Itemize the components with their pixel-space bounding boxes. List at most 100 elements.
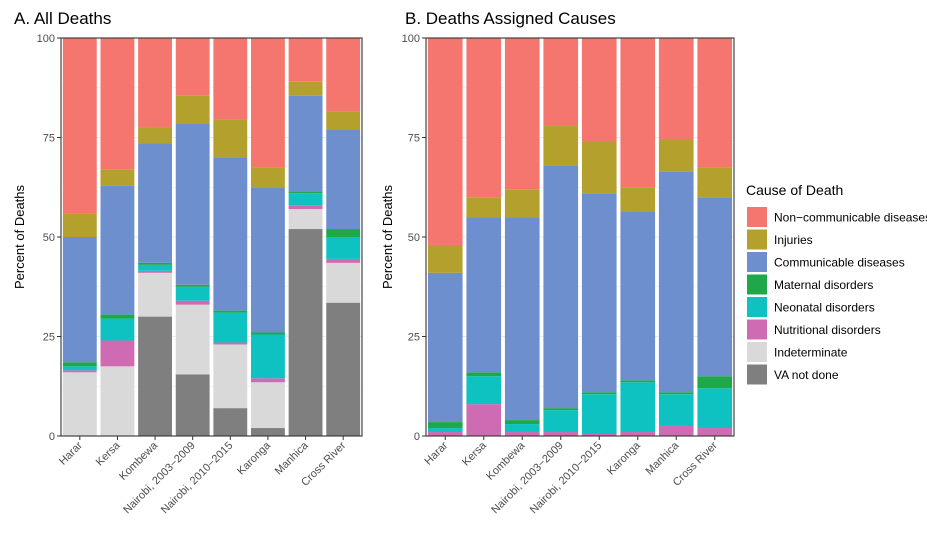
legend-label: VA not done [774,368,839,382]
bar-segment [504,189,540,218]
legend-item: VA not done [747,364,839,385]
bar-segment [697,376,733,389]
legend-item: Injuries [747,229,813,250]
legend-label: Non−communicable diseases [774,211,927,225]
bar-segment [251,428,285,436]
bar-segment [100,38,135,170]
bar-segment [213,344,248,409]
legend-title: Cause of Death [746,182,843,198]
bar-segment [326,237,361,259]
bar-segment [213,408,248,436]
bar-segment [581,392,617,395]
y-tick-label: 100 [37,33,55,45]
bar-segment [697,38,733,168]
bar-segment [697,197,733,377]
x-tick-label: Kersa [460,439,489,468]
bar-segment [326,302,361,436]
bar-segment [100,169,135,186]
bars [427,38,733,436]
legend-item: Non−communicable diseases [747,207,927,227]
bar-segment [581,394,617,435]
bar-segment [251,378,285,383]
bar-segment [658,394,694,427]
bar-segment [466,38,502,198]
bar-segment [504,420,540,425]
bar-segment [466,376,502,405]
legend-item: Indeterminate [747,342,848,362]
bar-segment [543,410,579,433]
bar-segment [620,382,656,433]
x-tick-label: Manhica [643,439,682,478]
legend-label: Injuries [774,233,813,247]
bar-segment [138,272,172,317]
legend-swatch [747,274,767,295]
bar-segment [138,143,172,263]
legend: Cause of Death Non−communicable diseases I… [746,182,927,385]
bar-segment [326,129,361,230]
bar-segment [658,139,694,172]
y-tick-label: 25 [408,332,420,344]
bar-segment [288,95,323,192]
bar-segment [620,380,656,383]
bars [62,38,361,436]
x-tick-label: Nairobi, 2003−2009 [489,440,566,517]
y-tick-label: 75 [43,133,55,145]
bar-segment [213,157,248,311]
bar-segment [62,237,97,363]
panel-title: A. All Deaths [14,9,111,28]
bar-segment [175,38,210,96]
bar-segment [543,38,579,126]
bar-segment [251,167,285,188]
bar-segment [138,38,172,128]
bar-segment [62,213,97,237]
legend-swatch [747,342,767,362]
bar-segment [504,38,540,190]
bar-segment [466,404,502,436]
bar-segment [658,171,694,393]
y-tick-label: 75 [408,133,420,145]
bar-segment [427,272,463,423]
bar-segment [213,342,248,345]
bar-segment [620,432,656,436]
bar-segment [658,38,694,140]
bar-segment [138,270,172,273]
legend-swatch [747,364,767,385]
bar-segment [62,370,97,373]
bar-segment [581,193,617,393]
legend-label: Indeterminate [774,346,848,360]
x-tick-label: Harar [57,439,85,467]
bar-segment [251,334,285,379]
bar-segment [581,141,617,194]
bar-segment [100,314,135,319]
bar-segment [62,372,97,436]
legend-item: Nutritional disorders [747,319,881,340]
bar-segment [658,426,694,436]
bar-segment [543,165,579,409]
bar-segment [175,300,210,305]
legend-label: Communicable diseases [774,256,905,270]
x-tick-label: Nairobi, 2010−2015 [159,440,236,517]
bar-segment [427,428,463,433]
bar-segment [251,382,285,429]
bar-segment [543,125,579,166]
y-tick-label: 0 [414,431,420,443]
y-tick-label: 25 [43,332,55,344]
bar-segment [251,38,285,168]
bar-segment [620,38,656,188]
bar-segment [288,38,323,82]
bar-segment [288,229,323,436]
bar-segment [288,81,323,96]
bar-segment [697,388,733,429]
bar-segment [100,318,135,341]
bar-segment [466,217,502,373]
bar-segment [504,217,540,421]
bar-segment [213,310,248,313]
x-tick-label: Nairobi, 2003−2009 [121,440,198,517]
bar-segment [175,284,210,287]
x-tick-label: Karonga [235,439,274,478]
bar-segment [175,374,210,436]
legend-swatch [747,297,767,317]
bar-segment [251,332,285,335]
bar-segment [100,366,135,436]
